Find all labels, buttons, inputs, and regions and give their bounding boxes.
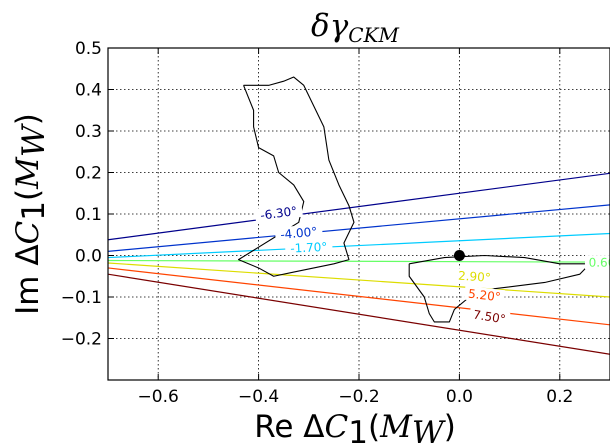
y-tick-label: 0.3: [75, 122, 102, 142]
x-tick-label: −0.6: [138, 387, 179, 407]
contour-label: 5.20°: [463, 285, 506, 305]
contour-label-text: 2.90°: [458, 269, 492, 285]
contour-label-bg: [254, 202, 303, 223]
contour-label-text: -6.30°: [259, 204, 298, 223]
contour-label: -6.30°: [254, 202, 303, 223]
contour-label-bg: [284, 239, 333, 256]
contour-line: [108, 273, 610, 355]
contour-label-text: 7.50°: [472, 308, 507, 327]
y-tick-label: 0.0: [75, 247, 102, 267]
y-tick-label: 0.4: [75, 81, 102, 101]
contour-label: 7.50°: [468, 306, 511, 327]
contour-line: [108, 259, 610, 263]
ticks: −0.6 −0.4 −0.2 0.0 0.2 −0.2 −0.1 0.0 0.1 0.2 0.3 0.…: [61, 39, 574, 407]
x-tick-label: −0.2: [338, 387, 379, 407]
x-tick-label: −0.4: [238, 387, 279, 407]
contour-label-text: 0.60°: [589, 256, 610, 270]
contour-label-bg: [454, 267, 495, 285]
contour-label-bg: [584, 255, 610, 270]
x-axis-label: Re ΔC1(MW): [254, 409, 456, 445]
contour-label-bg: [468, 306, 511, 327]
y-tick-label: 0.2: [75, 164, 102, 184]
contour-label-bg: [463, 285, 506, 305]
contour-line: [108, 267, 610, 326]
contour-line: [108, 262, 610, 298]
y-tick-label: 0.5: [75, 39, 102, 59]
standard-model-point: [453, 250, 465, 261]
contour-label: -4.00°: [274, 223, 323, 242]
y-tick-label: 0.1: [75, 205, 102, 225]
y-axis-label: Im ΔC1(MW): [10, 113, 52, 315]
allowed-region-contour: [408, 254, 591, 323]
contour-label: 0.60°: [584, 255, 610, 270]
allowed-region-contour: [237, 76, 355, 277]
contour-label: -1.70°: [284, 239, 333, 256]
sm-point: [453, 250, 465, 261]
contour-line: [108, 172, 610, 241]
contour-label-text: 5.20°: [467, 287, 501, 305]
chart-title: δγCKM: [311, 8, 399, 47]
contour-labels: -6.30°-4.00°-1.70° 0.60° 2.90° 5.20° 7.50°: [254, 202, 610, 327]
x-tick-label: 0.2: [546, 387, 573, 407]
allowed-region: [237, 76, 591, 323]
contour-label-bg: [274, 223, 323, 242]
contour-line: [108, 204, 610, 252]
contour-label: 2.90°: [454, 267, 495, 285]
plot-frame: [107, 47, 610, 381]
x-tick-label: 0.0: [446, 387, 473, 407]
contour-line: [108, 232, 610, 259]
contour-label-text: -4.00°: [280, 224, 318, 241]
y-tick-label: −0.2: [61, 330, 102, 350]
y-tick-label: −0.1: [61, 288, 102, 308]
contour-lines: [108, 172, 610, 355]
contour-label-text: -1.70°: [290, 240, 328, 256]
grid: [108, 47, 610, 380]
